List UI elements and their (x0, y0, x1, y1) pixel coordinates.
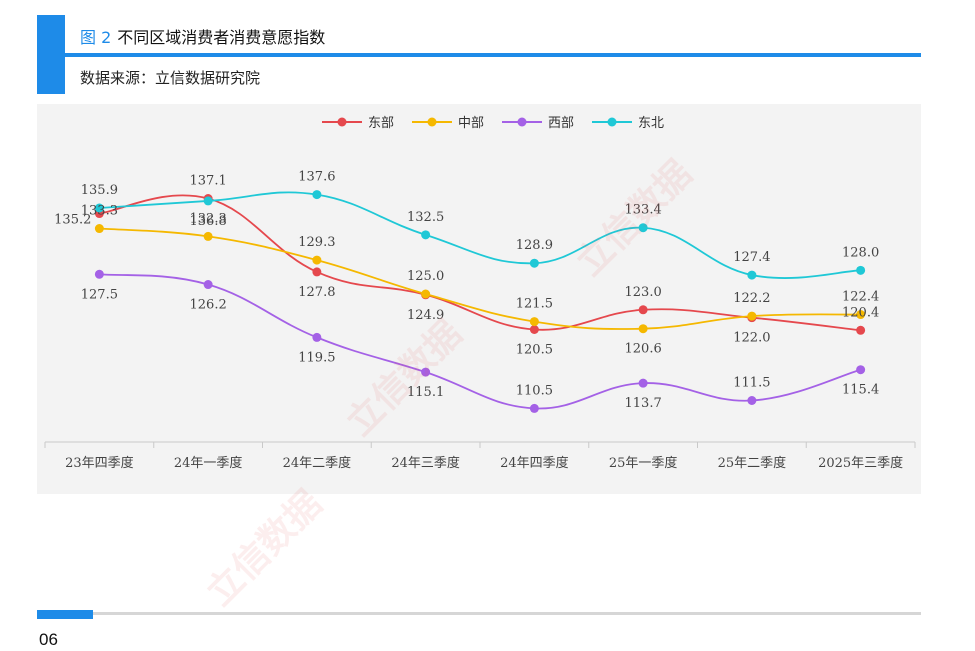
data-label: 129.3 (298, 235, 335, 250)
header-accent-bar (37, 15, 65, 94)
legend-label: 东北 (638, 116, 664, 131)
series-line-东部 (99, 194, 861, 332)
data-point (529, 258, 539, 268)
legend-swatch-dot (517, 117, 527, 127)
legend-swatch-dot (607, 117, 617, 127)
data-label: 133.3 (81, 204, 118, 219)
data-label: 137.1 (190, 174, 227, 189)
data-label: 135.2 (54, 213, 91, 228)
x-tick-label: 25年一季度 (609, 455, 678, 471)
legend-swatch-dot (337, 117, 347, 127)
series-line-西部 (99, 273, 861, 410)
x-tick-label: 24年四季度 (500, 455, 569, 471)
data-point (856, 325, 866, 335)
data-label: 115.4 (842, 383, 879, 398)
data-point (856, 310, 866, 320)
data-label: 120.6 (625, 342, 662, 357)
footer-rule (37, 612, 921, 615)
x-tick-label: 23年四季度 (65, 455, 134, 471)
header-rule (65, 53, 921, 57)
legend-swatch-dot (427, 117, 437, 127)
legend-label: 东部 (368, 116, 394, 131)
data-label: 113.7 (625, 396, 662, 411)
data-label: 125.0 (407, 269, 444, 284)
data-label: 133.4 (625, 203, 662, 218)
x-tick-label: 24年一季度 (174, 455, 243, 471)
data-point (312, 190, 322, 200)
figure-source: 数据来源：立信数据研究院 (80, 69, 261, 87)
data-label: 121.5 (516, 297, 553, 312)
data-point (529, 403, 539, 413)
data-point (203, 280, 213, 290)
data-label: 132.5 (407, 210, 444, 225)
data-point (203, 231, 213, 241)
data-label: 110.5 (516, 383, 553, 398)
data-point (312, 332, 322, 342)
data-label: 115.1 (407, 385, 444, 400)
data-point (638, 324, 648, 334)
footer-accent-bar (37, 610, 93, 619)
watermark-logo: 立信数据 (199, 483, 330, 614)
data-point (203, 196, 213, 206)
chart-panel: 23年四季度 24年一季度 24年二季度 24年三季度 24年四季度 25年一季度 25年二… (37, 104, 921, 494)
data-label: 122.2 (733, 291, 770, 306)
data-label: 127.4 (733, 250, 770, 265)
data-point (529, 325, 539, 334)
legend-label: 西部 (548, 116, 574, 131)
data-point (747, 311, 757, 321)
data-label: 128.0 (842, 245, 879, 260)
figure-title-text: 不同区域消费者消费意愿指数 (117, 28, 326, 47)
data-label: 124.9 (407, 308, 444, 323)
data-label: 120.4 (842, 305, 879, 320)
data-label: 132.3 (190, 211, 227, 226)
data-point (638, 305, 648, 315)
data-point (529, 317, 539, 327)
x-tick-label: 24年二季度 (283, 455, 352, 471)
data-point (747, 270, 757, 280)
figure-number: 图 2 (80, 28, 112, 47)
figure-title: 图 2 不同区域消费者消费意愿指数 (80, 24, 325, 48)
data-label: 122.0 (733, 331, 770, 346)
x-tick-label: 25年二季度 (718, 455, 787, 471)
data-label: 126.2 (190, 298, 227, 313)
data-label: 122.4 (842, 290, 879, 305)
x-tick-label: 24年三季度 (391, 455, 460, 471)
data-point (94, 224, 104, 234)
series-line-东北 (99, 191, 861, 279)
data-label: 127.8 (298, 285, 335, 300)
legend-label: 中部 (458, 116, 484, 131)
line-chart: 23年四季度 24年一季度 24年二季度 24年三季度 24年四季度 25年一季度 25年二… (44, 116, 916, 471)
data-point (312, 267, 322, 277)
data-label: 120.5 (516, 343, 553, 358)
x-tick-label: 2025年三季度 (818, 455, 903, 471)
data-label: 123.0 (625, 285, 662, 300)
data-point (856, 265, 866, 275)
data-point (421, 367, 431, 377)
data-label: 137.6 (298, 170, 335, 185)
page-number: 06 (39, 630, 58, 649)
data-label: 136.8 (190, 214, 227, 229)
data-point (747, 396, 757, 405)
data-point (421, 289, 431, 299)
data-point (856, 365, 866, 375)
data-point (638, 378, 648, 388)
data-label: 128.9 (516, 238, 553, 253)
data-label: 119.5 (298, 350, 335, 365)
data-point (421, 230, 431, 240)
data-label: 127.5 (81, 287, 118, 302)
data-point (94, 269, 104, 279)
data-point (94, 203, 104, 213)
data-label: 135.9 (81, 183, 118, 198)
data-point (638, 223, 648, 233)
data-point (312, 255, 322, 265)
series-line-中部 (99, 227, 861, 330)
data-label: 111.5 (733, 376, 770, 391)
